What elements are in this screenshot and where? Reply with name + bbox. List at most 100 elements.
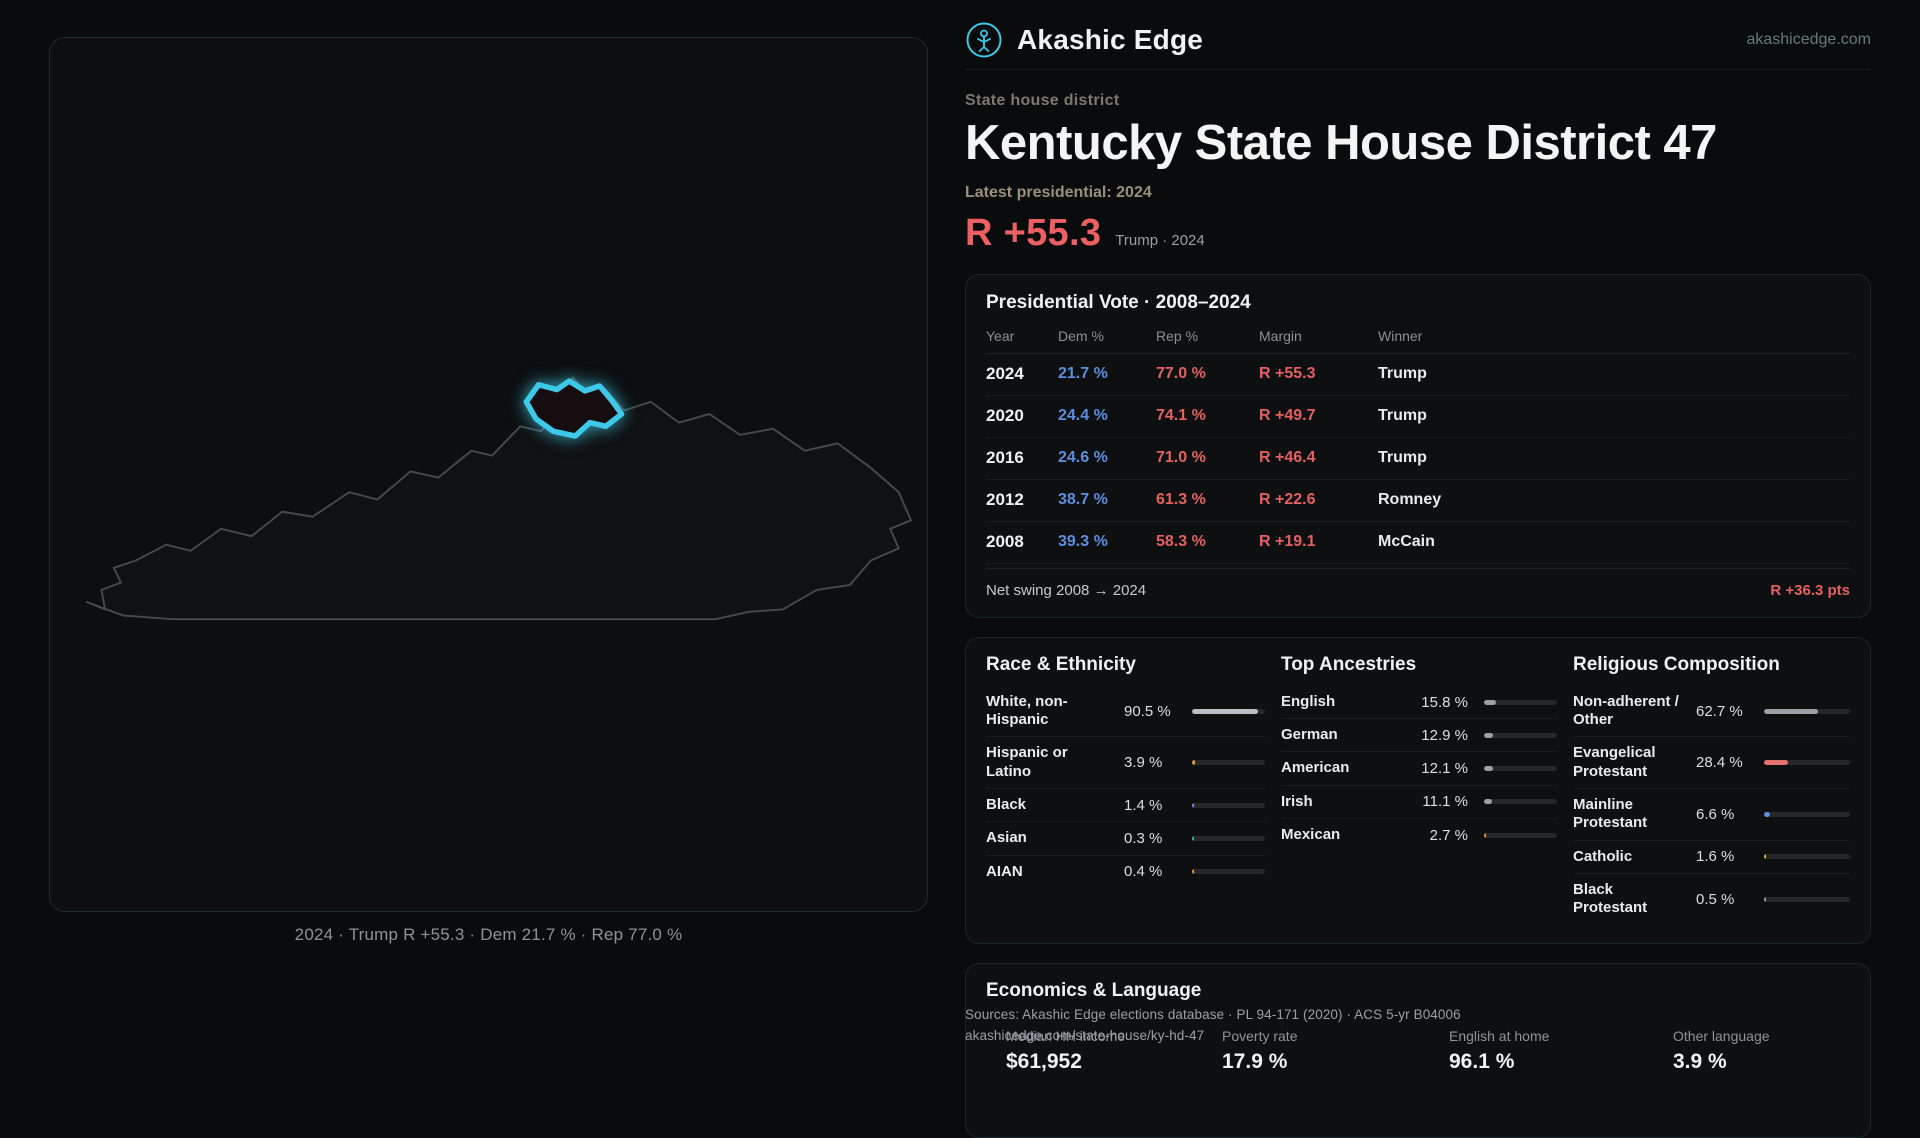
demo-label: Non-adherent / Other xyxy=(1573,692,1679,729)
demo-label: White, non-Hispanic xyxy=(986,692,1068,729)
presidential-vote-title: Presidential Vote · 2008–2024 xyxy=(986,291,1251,313)
demo-value: 3.9 % xyxy=(1124,754,1163,772)
cell-rep-pct: 77.0 % xyxy=(1156,365,1206,383)
stat-median-income: Median HH income $61,952 xyxy=(1006,1028,1222,1074)
district-type-label: State house district xyxy=(965,92,1120,109)
cell-margin: R +46.4 xyxy=(1259,449,1316,467)
economics-stats-row: Median HH income $61,952 Poverty rate 17… xyxy=(986,1028,1850,1074)
cell-dem-pct: 39.3 % xyxy=(1058,533,1108,551)
col-header-dem: Dem % xyxy=(1058,327,1104,344)
economics-language-card: Economics & Language Median HH income $6… xyxy=(965,962,1871,1138)
table-row: 2008 39.3 % 58.3 % R +19.1 McCain xyxy=(986,522,1850,564)
demographics-card: Race & Ethnicity White, non-Hispanic 90.… xyxy=(965,636,1871,944)
mini-bar xyxy=(1764,854,1850,860)
kentucky-state-outline xyxy=(85,376,912,621)
demo-value: 90.5 % xyxy=(1124,702,1171,720)
permalink[interactable]: akashicedge.com/state-house/ky-hd-47 xyxy=(965,1028,1205,1043)
cell-margin: R +55.3 xyxy=(1259,365,1316,383)
site-header: Akashic Edge akashicedge.com xyxy=(965,22,1871,70)
col-header-winner: Winner xyxy=(1378,327,1423,344)
demo-label: Black Protestant xyxy=(1573,880,1648,917)
col-header-rep: Rep % xyxy=(1156,327,1199,344)
demo-value: 6.6 % xyxy=(1696,805,1735,823)
cell-margin: R +19.1 xyxy=(1259,533,1316,551)
site-domain-link[interactable]: akashicedge.com xyxy=(1746,30,1871,48)
demo-value: 1.4 % xyxy=(1124,796,1163,814)
cell-rep-pct: 71.0 % xyxy=(1156,449,1206,467)
sources-attribution: Sources: Akashic Edge elections database… xyxy=(965,1007,1461,1022)
demo-row: Hispanic or Latino 3.9 % xyxy=(986,737,1265,790)
demo-label: Black xyxy=(986,796,1027,814)
demo-value: 0.3 % xyxy=(1124,830,1163,847)
mini-bar xyxy=(1764,760,1850,766)
demo-label: English xyxy=(1281,692,1336,710)
religious-composition-title: Religious Composition xyxy=(1573,653,1780,675)
mini-bar xyxy=(1484,732,1557,738)
demo-value: 28.4 % xyxy=(1696,754,1743,772)
top-ancestries-section: Top Ancestries English 15.8 % German 12.… xyxy=(1281,654,1557,925)
demo-row: White, non-Hispanic 90.5 % xyxy=(986,686,1265,738)
stat-value: $61,952 xyxy=(1006,1049,1082,1073)
demo-value: 62.7 % xyxy=(1696,702,1743,720)
stat-value: 96.1 % xyxy=(1449,1049,1515,1073)
district-map-panel xyxy=(49,37,928,912)
demo-label: Mainline Protestant xyxy=(1573,796,1648,832)
latest-presidential-label: Latest presidential: 2024 xyxy=(965,183,1152,201)
stat-label: Other language xyxy=(1673,1027,1770,1044)
highlighted-district-shape[interactable] xyxy=(523,378,625,439)
table-row: 2024 21.7 % 77.0 % R +55.3 Trump xyxy=(986,354,1850,396)
demo-row: German 12.9 % xyxy=(1281,719,1557,753)
demo-value: 12.1 % xyxy=(1421,760,1468,778)
mini-bar xyxy=(1484,766,1557,772)
cell-dem-pct: 21.7 % xyxy=(1058,365,1108,383)
headline-margin-context: Trump · 2024 xyxy=(1115,231,1205,249)
demo-value: 1.6 % xyxy=(1696,848,1735,866)
mini-bar xyxy=(1192,869,1265,875)
mini-bar xyxy=(1764,708,1850,714)
net-swing-value: R +36.3 pts xyxy=(1770,581,1850,599)
demo-row: English 15.8 % xyxy=(1281,686,1557,720)
demo-row: Mainline Protestant 6.6 % xyxy=(1573,789,1850,841)
cell-year: 2020 xyxy=(986,406,1024,426)
demo-value: 15.8 % xyxy=(1421,693,1468,711)
stat-english-at-home: English at home 96.1 % xyxy=(1449,1028,1673,1074)
cell-margin: R +49.7 xyxy=(1259,407,1316,425)
demo-label: American xyxy=(1281,759,1350,777)
cell-dem-pct: 38.7 % xyxy=(1058,491,1108,509)
table-header-row: Year Dem % Rep % Margin Winner xyxy=(986,328,1850,354)
cell-year: 2024 xyxy=(986,364,1024,384)
demo-row: Irish 11.1 % xyxy=(1281,786,1557,820)
presidential-vote-card: Presidential Vote · 2008–2024 Year Dem %… xyxy=(965,273,1871,618)
cell-winner: Trump xyxy=(1378,365,1427,383)
stat-label: Poverty rate xyxy=(1222,1027,1298,1044)
demo-value: 2.7 % xyxy=(1429,826,1468,844)
demo-value: 12.9 % xyxy=(1421,726,1468,744)
col-header-margin: Margin xyxy=(1259,327,1302,344)
religious-composition-section: Religious Composition Non-adherent / Oth… xyxy=(1573,654,1850,925)
cell-year: 2008 xyxy=(986,532,1024,552)
demo-label: German xyxy=(1281,726,1338,744)
mini-bar xyxy=(1764,811,1850,817)
mini-bar xyxy=(1192,836,1265,841)
demo-row: Asian 0.3 % xyxy=(986,822,1265,856)
stat-label: Median HH income xyxy=(1006,1027,1126,1044)
demo-row: Evangelical Protestant 28.4 % xyxy=(1573,737,1850,790)
stat-other-language: Other language 3.9 % xyxy=(1673,1028,1850,1074)
demo-row: AIAN 0.4 % xyxy=(986,856,1265,888)
page-title: Kentucky State House District 47 xyxy=(965,116,1717,170)
mini-bar xyxy=(1192,802,1265,808)
table-row: 2012 38.7 % 61.3 % R +22.6 Romney xyxy=(986,480,1850,522)
demo-label: Evangelical Protestant xyxy=(1573,744,1656,780)
cell-year: 2012 xyxy=(986,490,1024,510)
stat-value: 17.9 % xyxy=(1222,1049,1288,1073)
headline-margin-value: R +55.3 xyxy=(965,211,1102,254)
race-ethnicity-title: Race & Ethnicity xyxy=(986,653,1136,675)
demo-label: AIAN xyxy=(986,862,1023,880)
akashic-edge-logo-icon xyxy=(966,22,1002,57)
map-caption: 2024 · Trump R +55.3 · Dem 21.7 % · Rep … xyxy=(294,925,683,944)
cell-margin: R +22.6 xyxy=(1259,491,1316,509)
demo-label: Mexican xyxy=(1281,826,1341,844)
demo-value: 11.1 % xyxy=(1422,793,1468,811)
stat-value: 3.9 % xyxy=(1673,1049,1727,1073)
cell-winner: Trump xyxy=(1378,407,1427,425)
